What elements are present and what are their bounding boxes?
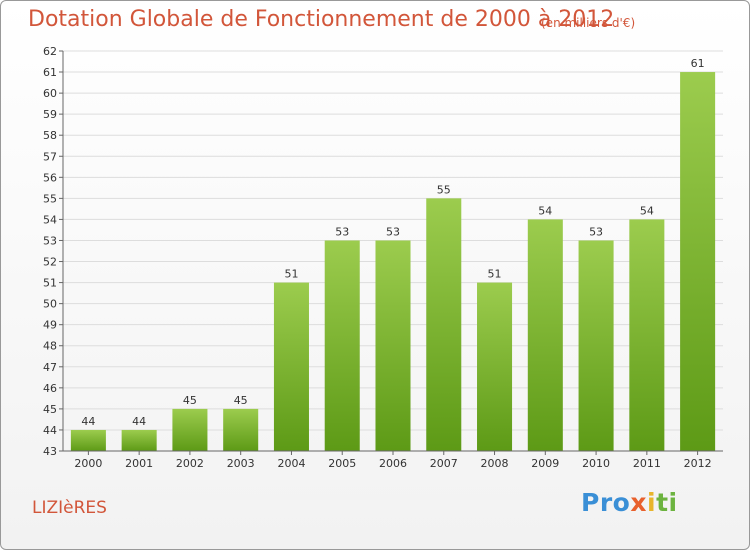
data-label: 53 [335,225,349,238]
y-tick-label: 58 [43,129,57,142]
bar-2003 [223,408,259,451]
x-tick-label: 2011 [633,457,661,470]
y-tick-label: 62 [43,45,57,58]
x-tick-label: 2002 [176,457,204,470]
y-tick-label: 61 [43,66,57,79]
y-tick-label: 47 [43,361,57,374]
axes: 43 44 45 46 47 48 49 50 51 52 53 54 55 56 57 58 59 60 61 62… [43,45,723,470]
data-label: 51 [488,268,502,281]
bar-2004 [273,282,309,451]
x-tick-label: 2012 [684,457,712,470]
bar-2011 [629,219,665,451]
x-tick-label: 2001 [125,457,153,470]
y-tick-label: 46 [43,382,57,395]
logo-letter: i [668,488,678,517]
bar-2006 [375,240,411,451]
logo-letter: t [656,488,669,517]
x-tick-label: 2010 [582,457,610,470]
bar-2008 [477,282,513,451]
data-label: 54 [538,204,552,217]
y-tick-label: 50 [43,298,57,311]
bar-2005 [324,240,360,451]
x-tick-label: 2007 [430,457,458,470]
x-tick-label: 2000 [74,457,102,470]
logo-letter: i [647,488,657,517]
proxiti-logo: Proxiti [581,488,678,517]
bar-2002 [172,408,208,451]
data-label: 53 [589,225,603,238]
y-tick-label: 56 [43,171,57,184]
y-tick-label: 45 [43,403,57,416]
bar-2009 [527,219,563,451]
data-label: 53 [386,225,400,238]
data-label: 44 [81,415,95,428]
y-tick-label: 53 [43,234,57,247]
y-tick-label: 59 [43,108,57,121]
data-label: 55 [437,183,451,196]
logo-letter: x [630,488,647,517]
x-tick-label: 2003 [227,457,255,470]
y-tick-label: 55 [43,192,57,205]
x-tick-label: 2006 [379,457,407,470]
data-label: 61 [691,57,705,70]
bar-2012 [680,72,716,451]
bar-2001 [121,429,157,451]
x-tick-label: 2005 [328,457,356,470]
x-tick-label: 2009 [531,457,559,470]
logo-letter: o [612,488,631,517]
data-label: 51 [284,268,298,281]
data-label: 54 [640,204,654,217]
bar-2007 [426,198,462,451]
logo-letter: r [599,488,613,517]
x-tick-label: 2004 [277,457,305,470]
y-tick-label: 57 [43,150,57,163]
y-tick-label: 51 [43,277,57,290]
y-tick-label: 49 [43,319,57,332]
commune-name: LIZIèRES [32,498,107,518]
data-label: 45 [234,394,248,407]
y-tick-label: 48 [43,340,57,353]
bar-2000 [70,429,106,451]
y-tick-label: 54 [43,213,57,226]
data-label: 44 [132,415,146,428]
logo-letter: P [581,488,600,517]
bar-2010 [578,240,614,451]
x-tick-label: 2008 [481,457,509,470]
chart-subtitle: (en milliers d'€) [541,16,636,30]
y-tick-label: 52 [43,256,57,269]
y-tick-label: 44 [43,424,57,437]
y-tick-label: 60 [43,87,57,100]
y-tick-label: 43 [43,445,57,458]
chart-title: Dotation Globale de Fonctionnement de 20… [28,7,615,32]
data-label: 45 [183,394,197,407]
bars: 44 44 45 45 51 53 53 55 51 54 53 54 61 [70,57,716,451]
